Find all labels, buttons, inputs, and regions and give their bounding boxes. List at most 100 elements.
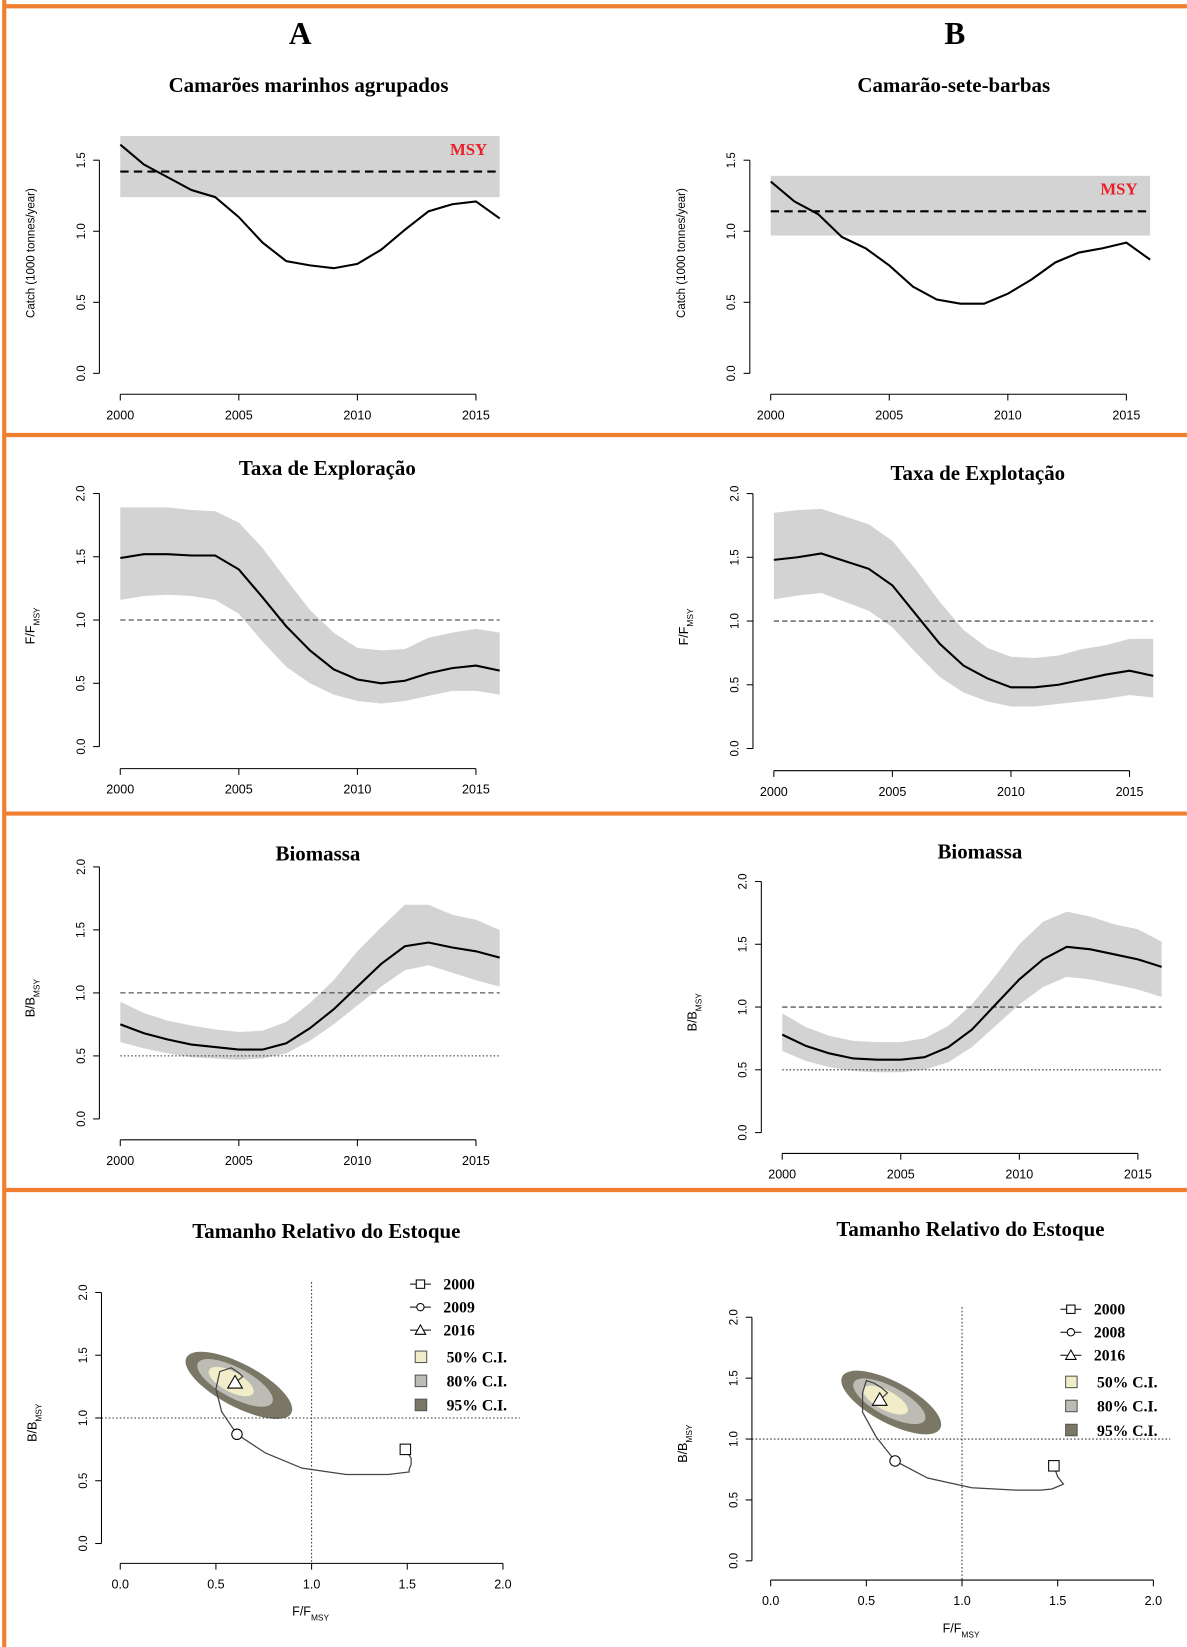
x-tick-label: 2000 xyxy=(760,785,788,799)
confidence-region xyxy=(863,1385,908,1415)
confidence-band xyxy=(120,507,500,704)
x-tick-label: 2010 xyxy=(343,783,371,797)
axis-title-subscript: MSY xyxy=(694,993,704,1012)
y-tick-label: 0.5 xyxy=(728,1492,740,1508)
legend-label: 2016 xyxy=(1094,1347,1126,1364)
chart-title: Camarões marinhos agrupados xyxy=(169,73,449,97)
y-tick-label: 0.0 xyxy=(76,365,88,381)
y-tick-label: 1.0 xyxy=(78,1410,90,1426)
legend-marker xyxy=(415,1279,426,1289)
chart-title: Biomassa xyxy=(276,842,361,866)
axis-title-text: F/F xyxy=(24,625,38,644)
y-tick-label: 1.5 xyxy=(726,152,738,168)
chart-title: Taxa de Exploração xyxy=(239,456,416,480)
legend-label: 50% C.I. xyxy=(447,1350,508,1367)
highlight-marker xyxy=(871,1391,888,1406)
x-tick-label: 2015 xyxy=(462,408,490,422)
axis-title-text: B/B xyxy=(26,1422,40,1442)
x-tick-label: 0.5 xyxy=(858,1594,875,1608)
chart-title: Tamanho Relativo do Estoque xyxy=(836,1217,1104,1241)
x-tick-label: 2015 xyxy=(462,1154,490,1168)
y-tick-label: 0.0 xyxy=(78,1536,90,1552)
y-tick-label: 1.0 xyxy=(76,612,88,628)
legend-swatch xyxy=(1065,1399,1078,1413)
axis-title: Catch (1000 tonnes/year) xyxy=(676,188,688,318)
x-tick-label: 2015 xyxy=(1124,1168,1152,1182)
series-line xyxy=(119,941,500,1051)
axis-title-text: B/B xyxy=(676,1443,690,1463)
legend-label: 2000 xyxy=(1094,1301,1126,1318)
y-tick-label: 0.0 xyxy=(728,1553,740,1569)
confidence-band xyxy=(773,508,1154,707)
y-tick-label: 1.0 xyxy=(76,985,88,1001)
x-tick-label: 2005 xyxy=(225,783,253,797)
legend-marker xyxy=(1064,1348,1077,1360)
y-tick-label: 0.5 xyxy=(76,1048,88,1064)
x-tick-label: 2015 xyxy=(1116,785,1144,799)
y-tick-label: 0.5 xyxy=(726,294,738,310)
x-tick-label: 2015 xyxy=(1112,408,1140,422)
legend-swatch xyxy=(1065,1423,1078,1437)
y-tick-label: 1.0 xyxy=(726,223,738,239)
legend-marker xyxy=(1066,1304,1076,1314)
y-tick-label: 1.5 xyxy=(738,936,750,952)
y-tick-label: 1.5 xyxy=(729,549,741,565)
series-line xyxy=(770,180,1151,305)
msy-band xyxy=(120,136,500,198)
y-tick-label: 0.0 xyxy=(726,365,738,381)
confidence-band xyxy=(782,911,1162,1073)
column-label: B xyxy=(944,16,965,51)
y-tick-label: 2.0 xyxy=(76,485,88,501)
axis-title-text: F/F xyxy=(292,1605,311,1619)
legend-label: 95% C.I. xyxy=(447,1398,508,1415)
axis-title-subscript: MSY xyxy=(961,1629,980,1639)
chart-title: Taxa de Explotação xyxy=(890,461,1065,485)
x-tick-label: 0.0 xyxy=(112,1577,129,1591)
series-line xyxy=(773,552,1154,689)
y-tick-label: 2.0 xyxy=(78,1284,90,1300)
axis-title-subscript: MSY xyxy=(684,1424,694,1443)
y-tick-label: 1.0 xyxy=(738,999,750,1015)
y-tick-label: 0.5 xyxy=(76,294,88,310)
y-tick-label: 1.0 xyxy=(728,1431,740,1447)
x-tick-label: 2.0 xyxy=(494,1577,511,1591)
y-tick-label: 0.5 xyxy=(76,675,88,691)
x-tick-label: 0.5 xyxy=(207,1577,224,1591)
x-tick-label: 2000 xyxy=(757,408,785,422)
y-tick-label: 0.5 xyxy=(78,1473,90,1489)
confidence-band xyxy=(120,904,500,1060)
y-tick-label: 1.5 xyxy=(76,922,88,938)
legend-label: 2008 xyxy=(1094,1324,1126,1341)
trajectory xyxy=(215,1367,412,1476)
x-tick-label: 0.0 xyxy=(762,1594,779,1608)
y-tick-label: 1.5 xyxy=(76,152,88,168)
axis-title-text: F/F xyxy=(943,1621,962,1635)
x-tick-label: 2010 xyxy=(343,408,371,422)
axis-title: B/BMSY xyxy=(676,1424,694,1463)
x-tick-label: 2005 xyxy=(875,408,903,422)
legend-marker xyxy=(414,1323,427,1335)
legend-swatch xyxy=(414,1398,428,1412)
highlight-marker xyxy=(889,1455,901,1467)
legend-marker xyxy=(1066,1328,1076,1337)
legend-marker xyxy=(416,1302,425,1312)
msy-annotation: MSY xyxy=(450,140,487,159)
y-tick-label: 0.5 xyxy=(738,1062,750,1078)
axis-title-subscript: MSY xyxy=(311,1613,330,1623)
x-tick-label: 1.5 xyxy=(1049,1594,1066,1608)
legend-label: 80% C.I. xyxy=(447,1374,508,1391)
axis-title: F/FMSY xyxy=(677,608,695,645)
legend-label: 50% C.I. xyxy=(1097,1375,1158,1392)
axis-title-subscript: MSY xyxy=(685,608,695,627)
highlight-marker xyxy=(226,1374,244,1389)
x-tick-label: 2005 xyxy=(878,785,906,799)
legend-swatch xyxy=(414,1374,428,1388)
x-tick-label: 2000 xyxy=(106,783,134,797)
axis-title-subscript: MSY xyxy=(32,979,42,998)
axis-title: B/BMSY xyxy=(24,979,42,1018)
axis-title: Catch (1000 tonnes/year) xyxy=(26,188,38,318)
x-tick-label: 2010 xyxy=(1005,1168,1033,1182)
x-tick-label: 2.0 xyxy=(1145,1594,1162,1608)
